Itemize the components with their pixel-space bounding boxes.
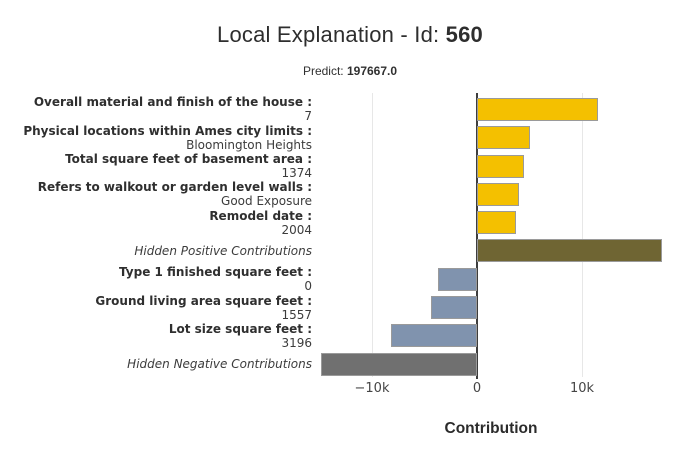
feature-name: Refers to walkout or garden level walls … [37,180,312,195]
feature-name: Overall material and finish of the house… [33,95,312,110]
predict-value: 197667.0 [346,64,398,78]
feature-label: Refers to walkout or garden level walls … [0,180,312,208]
feature-label: Total square feet of basement area :1374 [0,152,312,180]
feature-label: Remodel date :2004 [0,209,312,237]
hidden-contributions-label: Hidden Positive Contributions [134,243,312,258]
feature-label: Lot size square feet :3196 [0,322,312,350]
feature-name: Type 1 finished square feet : [119,265,312,280]
contribution-bar[interactable] [477,154,525,178]
contribution-bar[interactable] [477,126,530,150]
feature-label: Ground living area square feet :1557 [0,294,312,322]
feature-name: Lot size square feet : [168,321,312,336]
contribution-bar[interactable] [477,97,598,121]
contribution-bar[interactable] [430,296,477,319]
feature-value: 0 [304,279,312,294]
feature-label: Type 1 finished square feet :0 [0,265,312,293]
feature-value: 3196 [281,335,312,350]
feature-name: Physical locations within Ames city limi… [23,123,312,138]
gridline [371,93,373,377]
contribution-bar[interactable] [438,267,477,291]
x-tick-label: −10k [354,381,390,396]
chart-title: Local Explanation - Id: 560 [0,22,700,48]
feature-value: 1374 [281,166,312,180]
feature-value: 1557 [281,307,312,322]
contribution-bar[interactable] [477,182,519,206]
chart-title-id: 560 [445,22,483,47]
gridline [581,93,583,377]
feature-value: Good Exposure [221,194,312,209]
predict-subtitle: Predict: 197667.0 [0,64,700,78]
feature-value: 2004 [281,222,312,237]
contribution-bar[interactable] [477,239,662,263]
contribution-bar[interactable] [320,352,477,376]
feature-name: Remodel date : [209,208,312,223]
feature-label: Physical locations within Ames city limi… [0,124,312,152]
contribution-bar[interactable] [390,324,477,348]
hidden-contributions-label: Hidden Negative Contributions [127,357,312,372]
x-axis-title: Contribution [444,420,538,437]
x-tick-label: 10k [569,381,595,396]
zero-axis-line [476,93,478,379]
feature-name: Ground living area square feet : [95,293,312,308]
feature-label: Overall material and finish of the house… [0,95,312,123]
feature-value: 7 [304,109,312,124]
x-tick-label: 0 [472,381,482,396]
contribution-bar[interactable] [477,211,516,235]
feature-name: Total square feet of basement area : [65,152,312,166]
predict-label: Predict: [302,64,347,78]
feature-value: Bloomington Heights [186,137,312,152]
chart-title-prefix: Local Explanation - Id: [217,22,446,47]
